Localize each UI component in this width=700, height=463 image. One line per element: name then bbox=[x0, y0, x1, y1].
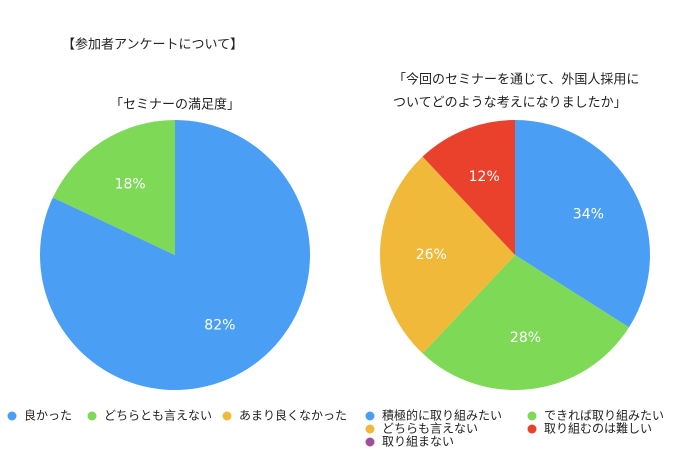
legend-label: どちらも言えない bbox=[382, 422, 478, 436]
chart-title: ついてどのような考えになりましたか」 bbox=[393, 96, 627, 111]
legend-label: 取り組むのは難しい bbox=[544, 421, 652, 436]
legend-label: 積極的に取り組みたい bbox=[382, 408, 502, 423]
value-label: 18% bbox=[115, 176, 146, 192]
legend-swatch bbox=[365, 424, 375, 434]
legend-swatch bbox=[527, 424, 537, 434]
legend-swatch bbox=[365, 411, 375, 421]
pie-slice bbox=[380, 156, 515, 354]
legend-swatch bbox=[87, 411, 97, 421]
value-label: 26% bbox=[416, 247, 447, 263]
legend-swatch bbox=[7, 411, 17, 421]
page-title: 【参加者アンケートについて】 bbox=[62, 37, 243, 53]
value-label: 12% bbox=[469, 169, 500, 185]
pie-slice bbox=[515, 120, 650, 328]
legend-swatch bbox=[527, 411, 537, 421]
legend-swatch bbox=[365, 437, 375, 447]
pie-slice bbox=[422, 120, 515, 255]
value-label: 34% bbox=[573, 207, 604, 223]
legend-label: あまり良くなかった bbox=[239, 408, 347, 423]
legend-label: できれば取り組みたい bbox=[544, 409, 664, 423]
pie-slice bbox=[52, 119, 176, 255]
pie-slice bbox=[422, 255, 629, 390]
legend-label: 良かった bbox=[24, 408, 72, 423]
value-label: 82% bbox=[204, 318, 235, 334]
legend-swatch bbox=[222, 411, 232, 421]
chart-title: 「セミナーの満足度」 bbox=[110, 97, 240, 113]
legend-label: どちらとも言えない bbox=[104, 409, 212, 423]
legend-label: 取り組まない bbox=[382, 435, 454, 449]
chart-title: 「今回のセミナーを通じて、外国人採用に bbox=[393, 72, 639, 88]
value-label: 28% bbox=[510, 330, 541, 346]
